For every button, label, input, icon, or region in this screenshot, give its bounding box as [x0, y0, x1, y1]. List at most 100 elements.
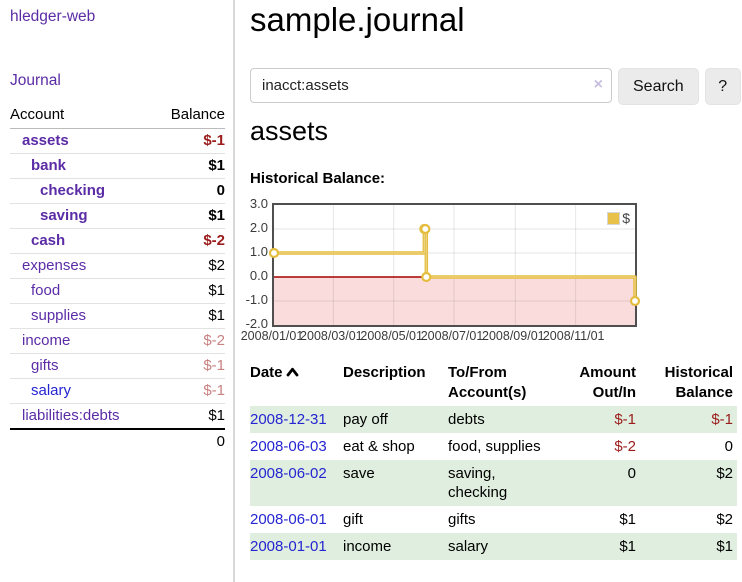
account-link[interactable]: gifts [31, 357, 59, 374]
transaction-balance: $2 [716, 465, 733, 482]
account-row-food: food $1 [10, 278, 225, 304]
account-row-assets: assets $-1 [10, 128, 225, 154]
account-balance: $1 [153, 278, 225, 304]
account-row-bank: bank $1 [10, 153, 225, 179]
account-balance: 0 [153, 178, 225, 204]
accounts-table: Account Balance assets $-1 bank $1 checking 0… [10, 103, 225, 454]
search-input[interactable] [250, 68, 612, 103]
account-link[interactable]: checking [40, 182, 106, 199]
sidebar-item-journal[interactable]: Journal [10, 72, 61, 89]
account-row-gifts: gifts $-1 [10, 353, 225, 379]
account-link[interactable]: saving [40, 207, 88, 224]
account-link[interactable]: liabilities:debts [22, 407, 120, 424]
account-row-saving: saving $1 [10, 203, 225, 229]
account-row-liabilities-debts: liabilities:debts $1 [10, 403, 225, 430]
transaction-amount: $1 [619, 538, 636, 555]
account-link[interactable]: income [22, 332, 71, 349]
account-balance: $-1 [153, 353, 225, 379]
account-link[interactable]: assets [22, 132, 69, 149]
transaction-amount: $-2 [614, 438, 636, 455]
accounts-total-row: 0 [10, 428, 225, 454]
transaction-accounts: debts [448, 411, 485, 428]
transaction-date-link[interactable]: 2008-12-31 [250, 411, 327, 428]
account-balance: $1 [153, 403, 225, 430]
legend-dollar-swatch [607, 211, 621, 225]
x-axis-tick-label: 2008/03/01 [300, 329, 363, 343]
account-balance: $-2 [153, 328, 225, 354]
search-button[interactable]: Search [618, 68, 699, 105]
historical-balance-chart: $ 3.0 2.0 1.0 0.0 -1.0 -2.0 2008/01/01 2008/03/… [241, 196, 742, 353]
clear-search-icon[interactable]: × [593, 76, 603, 93]
accounts-total-balance: 0 [153, 428, 225, 454]
account-balance: $-1 [153, 128, 225, 154]
account-row-income: income $-2 [10, 328, 225, 354]
legend-dollar-label: $ [622, 210, 630, 226]
transaction-date-link[interactable]: 2008-06-03 [250, 438, 327, 455]
y-axis-tick-label: 2.0 [249, 220, 268, 235]
transaction-description: pay off [343, 411, 388, 428]
account-balance: $-2 [153, 228, 225, 254]
historical-balance-label: Historical Balance: [250, 170, 386, 187]
description-column-header: Description [343, 364, 426, 381]
transaction-date-link[interactable]: 2008-06-02 [250, 465, 327, 482]
transaction-amount: 0 [627, 465, 636, 482]
chart-canvas [268, 205, 641, 325]
sidebar-divider [233, 0, 235, 582]
amount-column-header: Amount Out/In [579, 364, 636, 401]
register-row: 2008-12-31 pay off debts $-1 $-1 [250, 406, 737, 433]
balance-column-header: Historical Balance [664, 364, 733, 401]
account-row-salary: salary $-1 [10, 378, 225, 404]
transaction-amount: $1 [619, 511, 636, 528]
account-column-header: Account [10, 103, 154, 129]
register-table: Date Description To/From Account(s) Amou… [250, 360, 737, 560]
register-row: 2008-06-03 eat & shop food, supplies $-2 0 [250, 433, 737, 460]
balance-column-header: Balance [153, 103, 225, 129]
accounts-column-header: To/From Account(s) [448, 364, 527, 401]
x-axis-tick-label: 2008/05/01 [360, 329, 423, 343]
x-axis-tick-label: 2008/11/01 [542, 329, 605, 343]
y-axis-tick-label: 1.0 [249, 244, 268, 259]
register-row: 2008-01-01 income salary $1 $1 [250, 533, 737, 560]
transaction-description: income [343, 538, 392, 555]
search-box: × [250, 68, 612, 105]
account-balance: $1 [153, 303, 225, 329]
account-balance: $1 [153, 203, 225, 229]
account-link[interactable]: salary [31, 382, 72, 399]
x-axis-tick-label: 2008/01/01 [240, 329, 304, 343]
transaction-balance: $1 [716, 538, 733, 555]
register-row: 2008-06-01 gift gifts $1 $2 [250, 506, 737, 533]
account-link[interactable]: food [31, 282, 61, 299]
account-link[interactable]: supplies [31, 307, 87, 324]
account-balance: $2 [153, 253, 225, 279]
transaction-date-link[interactable]: 2008-06-01 [250, 511, 327, 528]
chevron-up-icon [286, 367, 298, 377]
account-link[interactable]: cash [31, 232, 66, 249]
accounts-table-header: Account Balance [10, 103, 225, 129]
transaction-accounts: salary [448, 538, 489, 555]
account-row-cash: cash $-2 [10, 228, 225, 254]
transaction-date-link[interactable]: 2008-01-01 [250, 538, 327, 555]
app-title-link[interactable]: hledger-web [10, 8, 96, 25]
account-heading: assets [250, 116, 329, 146]
transaction-description: gift [343, 511, 364, 528]
account-link[interactable]: expenses [22, 257, 87, 274]
chart-legend: $ [606, 209, 631, 227]
account-link[interactable]: bank [31, 157, 67, 174]
transaction-accounts: saving, checking [448, 465, 508, 501]
transaction-balance: $2 [716, 511, 733, 528]
y-axis-tick-label: 0.0 [249, 268, 268, 283]
transaction-accounts: gifts [448, 511, 476, 528]
transaction-description: save [343, 465, 375, 482]
date-column-header[interactable]: Date [250, 360, 343, 406]
sidebar: hledger-web Journal Account Balance asse… [0, 0, 233, 582]
account-row-supplies: supplies $1 [10, 303, 225, 329]
register-row: 2008-06-02 save saving, checking 0 $2 [250, 460, 737, 506]
search-form: × Search ? [250, 68, 741, 105]
transaction-balance: 0 [724, 438, 733, 455]
y-axis-tick-label: -2.0 [245, 316, 268, 331]
chart-plot-area[interactable]: $ [268, 203, 641, 327]
register-header-row: Date Description To/From Account(s) Amou… [250, 360, 737, 406]
help-button[interactable]: ? [704, 68, 741, 105]
transaction-description: eat & shop [343, 438, 415, 455]
